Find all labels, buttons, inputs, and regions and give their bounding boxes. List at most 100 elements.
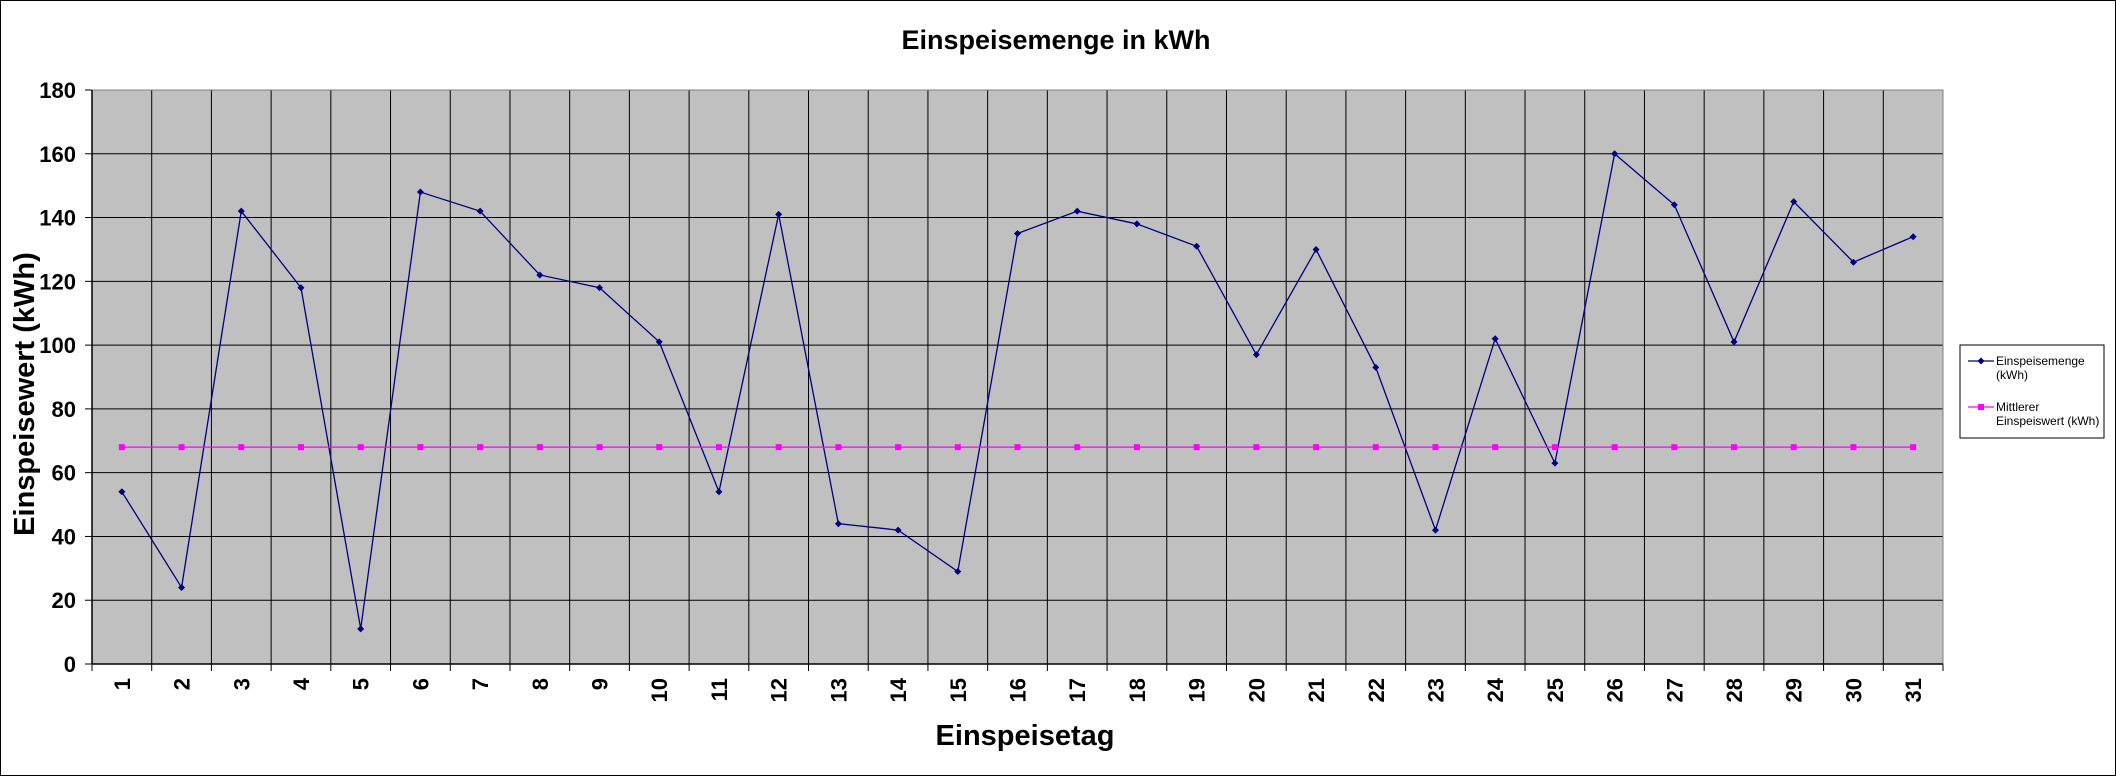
data-point	[1730, 338, 1738, 346]
data-point	[1133, 220, 1141, 228]
data-point	[357, 444, 364, 451]
data-point	[1253, 444, 1260, 451]
data-point	[1978, 404, 1984, 410]
x-tick-label: 7	[468, 678, 493, 690]
legend-label: Einspeisemenge	[1996, 354, 2085, 368]
data-point	[656, 444, 663, 451]
x-tick-label: 5	[349, 678, 374, 690]
data-point	[1850, 444, 1857, 451]
data-point	[775, 444, 782, 451]
data-point	[297, 444, 304, 451]
data-point	[476, 207, 484, 215]
data-point	[1252, 351, 1260, 359]
data-point	[596, 444, 603, 451]
data-point	[1977, 357, 1985, 365]
x-tick-label: 16	[1006, 678, 1031, 702]
y-axis-title: Einspeisewert (kWh)	[9, 252, 41, 536]
data-point	[1431, 526, 1439, 534]
data-point	[1073, 207, 1081, 215]
data-point	[536, 444, 543, 451]
y-tick-label: 160	[39, 142, 76, 167]
x-tick-label: 18	[1125, 678, 1150, 702]
data-point	[1790, 444, 1797, 451]
series-layer	[118, 150, 1917, 633]
legend-entry: Einspeisemenge(kWh)	[1968, 354, 2085, 382]
x-tick-label: 25	[1543, 678, 1568, 702]
x-tick-label: 1	[110, 678, 135, 690]
y-tick-label: 40	[52, 524, 76, 549]
data-point	[655, 338, 663, 346]
chart-title: Einspeisemenge in kWh	[901, 25, 1210, 55]
x-tick-label: 19	[1185, 678, 1210, 702]
y-tick-label: 120	[39, 269, 76, 294]
data-point	[357, 625, 365, 633]
x-tick-label: 17	[1065, 678, 1090, 702]
x-tick-label: 22	[1364, 678, 1389, 702]
y-tick-label: 60	[52, 461, 76, 486]
data-point	[1312, 245, 1320, 253]
legend: Einspeisemenge(kWh) MittlererEinspeiswert…	[1959, 344, 2105, 439]
data-point	[118, 444, 125, 451]
data-point	[178, 583, 186, 591]
data-point	[1909, 233, 1917, 241]
y-tick-label: 100	[39, 333, 76, 358]
data-point	[477, 444, 484, 451]
legend-label: Mittlerer	[1996, 400, 2039, 414]
x-tick-label: 21	[1304, 678, 1329, 702]
data-point	[1014, 444, 1021, 451]
data-point	[895, 444, 902, 451]
data-point	[1611, 150, 1619, 158]
x-tick-label: 29	[1782, 678, 1807, 702]
data-point	[237, 207, 245, 215]
data-point	[1193, 444, 1200, 451]
data-point	[118, 488, 126, 496]
data-point	[835, 444, 842, 451]
x-tick-label: 30	[1841, 678, 1866, 702]
data-point	[1849, 258, 1857, 266]
x-tick-label: 26	[1603, 678, 1628, 702]
x-tick-label: 15	[946, 678, 971, 702]
data-point	[1551, 444, 1558, 451]
data-point	[954, 568, 962, 576]
x-tick-label: 28	[1722, 678, 1747, 702]
data-point	[715, 488, 723, 496]
y-tick-label: 0	[64, 652, 76, 677]
data-point	[1731, 444, 1738, 451]
data-point	[715, 444, 722, 451]
x-tick-label: 10	[647, 678, 672, 702]
x-tick-label: 2	[170, 678, 195, 690]
x-tick-label: 4	[289, 677, 314, 690]
legend-label: (kWh)	[1996, 368, 2028, 382]
data-point	[1491, 335, 1499, 343]
x-tick-label: 27	[1662, 678, 1687, 702]
plot-area	[92, 90, 1943, 664]
data-point	[1372, 363, 1380, 371]
x-tick-label: 8	[528, 678, 553, 690]
data-point	[238, 444, 245, 451]
x-tick-label: 24	[1483, 677, 1508, 702]
data-point	[1611, 444, 1618, 451]
data-point	[1670, 201, 1678, 209]
data-point	[954, 444, 961, 451]
y-tick-label: 20	[52, 588, 76, 613]
x-tick-label: 14	[886, 677, 911, 702]
data-point	[417, 444, 424, 451]
x-axis-title: Einspeisetag	[936, 720, 1115, 752]
y-tick-label: 140	[39, 206, 76, 231]
data-point	[1551, 459, 1559, 467]
data-point	[596, 284, 604, 292]
axes	[85, 89, 1944, 671]
data-point	[536, 271, 544, 279]
y-tick-label: 180	[39, 78, 76, 103]
data-point	[416, 188, 424, 196]
data-point	[1432, 444, 1439, 451]
x-tick-label: 3	[229, 678, 254, 690]
data-point	[1910, 444, 1917, 451]
x-tick-label: 20	[1244, 678, 1269, 702]
x-tick-label: 12	[767, 678, 792, 702]
x-tick-label: 6	[408, 678, 433, 690]
series-square	[118, 444, 1917, 451]
legend-label: Einspeiswert (kWh)	[1996, 414, 2099, 428]
data-point	[1133, 444, 1140, 451]
